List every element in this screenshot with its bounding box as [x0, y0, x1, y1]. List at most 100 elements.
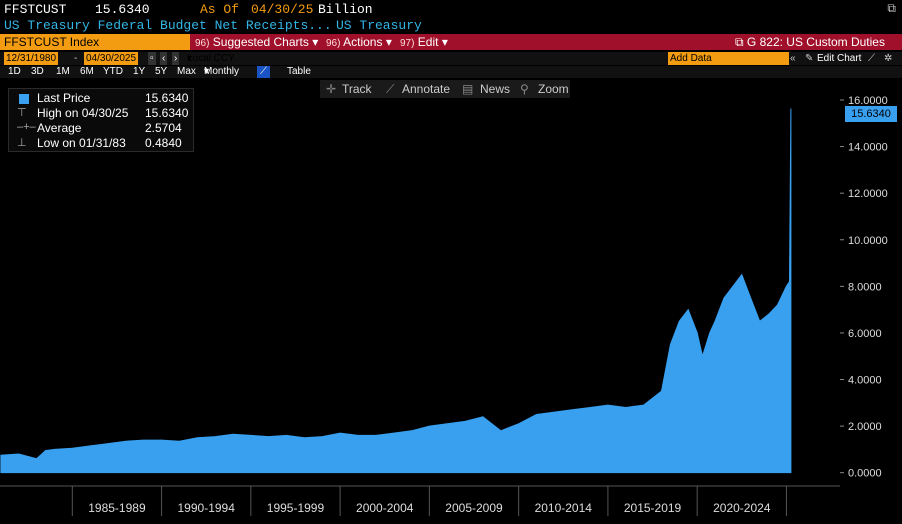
drawing-icon[interactable]: ⟋ — [868, 53, 875, 64]
legend-value: 15.6340 — [145, 106, 189, 120]
security-field[interactable]: FFSTCUST Index — [0, 34, 190, 50]
related-security-label: G 822: US Custom Duties — [746, 35, 885, 49]
popout-icon[interactable]: ⧉ — [887, 2, 896, 16]
asof-date: 04/30/25 — [251, 2, 314, 17]
x-tick-label: 2010-2014 — [535, 501, 593, 515]
low-marker-icon: ⊥ — [17, 137, 27, 149]
next-period-icon[interactable]: › — [172, 52, 180, 65]
external-link-icon: ⧉ — [735, 35, 744, 49]
last-price-tag: 15.6340 — [845, 106, 897, 122]
x-tick-label: 2020-2024 — [713, 501, 771, 515]
start-date-field[interactable]: 12/31/1980 — [4, 52, 59, 65]
y-tick-label: 10.0000 — [848, 235, 888, 247]
track-button[interactable]: Track — [342, 82, 372, 96]
period-3d[interactable]: 3D — [31, 66, 44, 77]
legend-value: 15.6340 — [145, 91, 189, 105]
collapse-icon[interactable]: « — [790, 53, 796, 64]
y-tick-label: 8.0000 — [848, 281, 882, 293]
actions-menu[interactable]: 96) Actions ▾ — [326, 34, 392, 50]
dropdown-icon: ▾ — [204, 66, 210, 77]
menu-number: 97) — [400, 38, 415, 49]
calendar-icon[interactable]: ▫ — [148, 52, 156, 65]
legend-low: ⊥ Low on 01/31/83 0.4840 — [13, 136, 193, 151]
y-tick-label: 6.0000 — [848, 328, 882, 340]
security-description: US Treasury Federal Budget Net Receipts.… — [4, 18, 332, 33]
zoom-button[interactable]: Zoom — [538, 82, 569, 96]
x-tick-label: 2000-2004 — [356, 501, 414, 515]
menu-label: Edit — [417, 35, 439, 49]
y-tick-label: 14.0000 — [848, 142, 888, 154]
dropdown-icon: ▾ — [187, 53, 193, 64]
y-tick-label: 4.0000 — [848, 375, 882, 387]
header-row: FFSTCUST 15.6340 As Of 04/30/25 Billion … — [0, 0, 902, 18]
menu-number: 96) — [195, 38, 210, 49]
end-date-field[interactable]: 04/30/2025 — [84, 52, 139, 65]
series-area — [0, 108, 792, 474]
currency-label: Local CCY — [187, 53, 235, 64]
asof-label: As Of — [200, 2, 240, 17]
edit-menu[interactable]: 97) Edit ▾ — [400, 34, 448, 50]
menu-label: Actions — [343, 35, 383, 49]
x-tick-label: 1995-1999 — [267, 501, 325, 515]
x-tick-label: 1985-1989 — [88, 501, 146, 515]
news-button[interactable]: News — [480, 82, 511, 96]
period-1d[interactable]: 1D — [8, 66, 21, 77]
y-tick-label: 0.0000 — [848, 468, 882, 480]
dropdown-icon: ▾ — [385, 35, 392, 49]
legend-label: Low on 01/31/83 — [37, 136, 126, 150]
last-value: 15.6340 — [95, 2, 150, 17]
dropdown-icon: ▾ — [312, 35, 319, 49]
chart-legend: Last Price 15.6340 ⊤ High on 04/30/25 15… — [8, 88, 194, 152]
related-security-link[interactable]: ⧉ G 822: US Custom Duties — [735, 34, 885, 50]
x-tick-label: 2015-2019 — [624, 501, 682, 515]
description-row: US Treasury Federal Budget Net Receipts.… — [0, 18, 902, 34]
legend-average: –+– Average 2.5704 — [13, 121, 193, 136]
y-tick-label: 2.0000 — [848, 421, 882, 433]
source-label: US Treasury — [336, 18, 422, 33]
prev-period-icon[interactable]: ‹ — [160, 52, 168, 65]
crosshair-icon: ✛ — [326, 82, 337, 96]
news-icon: ▤ — [462, 82, 474, 96]
suggested-charts-menu[interactable]: 96) Suggested Charts ▾ — [195, 34, 318, 50]
date-separator: - — [74, 53, 78, 64]
edit-icon: ✎ — [805, 53, 814, 64]
legend-value: 2.5704 — [145, 121, 182, 135]
table-button[interactable]: Table — [287, 66, 311, 77]
x-tick-label: 2005-2009 — [445, 501, 503, 515]
high-marker-icon: ⊤ — [17, 107, 27, 119]
legend-label: Average — [37, 121, 82, 135]
date-range-row: 12/31/1980 - 04/30/2025 ▫ ‹ › Local CCY … — [0, 52, 902, 65]
chart-type-icon[interactable]: ⟋ — [257, 66, 270, 78]
chart-toolbar: ✛ Track ⟋ Annotate ▤ News ⚲ Zoom — [320, 80, 570, 98]
period-6m[interactable]: 6M — [80, 66, 94, 77]
period-5y[interactable]: 5Y — [155, 66, 168, 77]
frequency-label: Monthly — [204, 66, 240, 77]
ticker-symbol: FFSTCUST — [4, 2, 67, 17]
y-tick-label: 16.0000 — [848, 95, 888, 107]
menu-number: 96) — [326, 38, 341, 49]
x-tick-label: 1990-1994 — [178, 501, 236, 515]
menu-label: Suggested Charts — [212, 35, 309, 49]
period-1y[interactable]: 1Y — [133, 66, 146, 77]
legend-high: ⊤ High on 04/30/25 15.6340 — [13, 106, 193, 121]
period-row: 1D 3D 1M 6M YTD 1Y 5Y Max Monthly ▾ ⟋ Ta… — [0, 66, 902, 78]
zoom-icon: ⚲ — [520, 82, 529, 96]
legend-label: Last Price — [37, 91, 91, 105]
period-1m[interactable]: 1M — [56, 66, 70, 77]
menu-bar: FFSTCUST Index 96) Suggested Charts ▾ 96… — [0, 34, 902, 50]
settings-icon[interactable]: ✲ — [884, 53, 893, 64]
edit-chart-button[interactable]: Edit Chart — [817, 53, 862, 64]
annotate-button[interactable]: Annotate — [402, 82, 451, 96]
pencil-icon: ⟋ — [386, 82, 395, 96]
period-max[interactable]: Max — [177, 66, 196, 77]
average-marker-icon: –+– — [17, 121, 36, 133]
add-data-input[interactable]: Add Data — [668, 52, 789, 65]
y-tick-label: 12.0000 — [848, 188, 888, 200]
unit-label: Billion — [318, 2, 373, 17]
legend-value: 0.4840 — [145, 136, 182, 150]
period-ytd[interactable]: YTD — [103, 66, 123, 77]
series-swatch — [19, 94, 29, 104]
legend-last[interactable]: Last Price 15.6340 — [13, 91, 193, 106]
legend-label: High on 04/30/25 — [37, 106, 129, 120]
